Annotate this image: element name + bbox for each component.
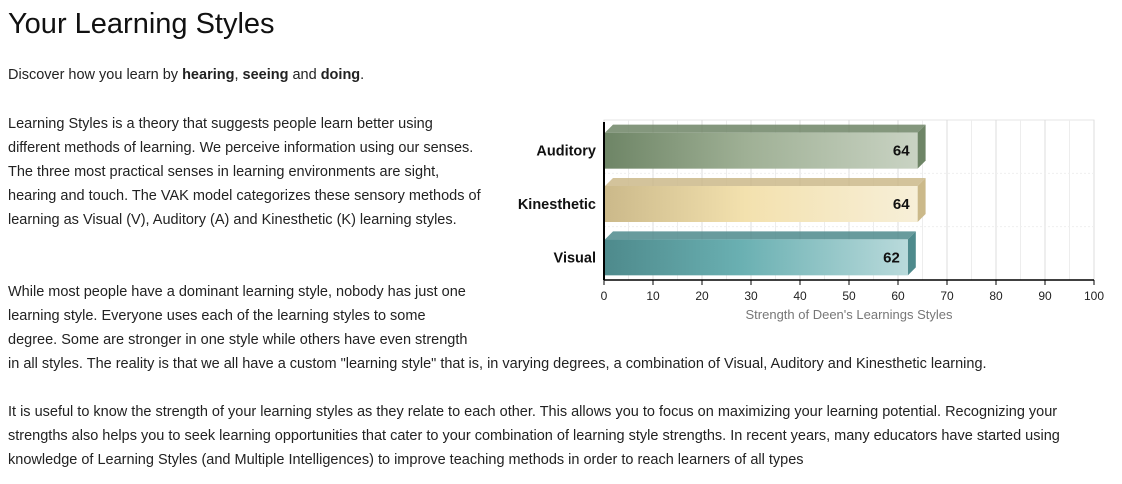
paragraph-line: degree. Some are stronger in one style w… <box>8 332 468 348</box>
x-tick-label: 100 <box>1084 289 1104 303</box>
bar-top-visual <box>605 231 916 240</box>
usefulness-paragraph: It is useful to know the strength of you… <box>8 404 1060 468</box>
bar-kinesthetic <box>605 186 918 222</box>
x-tick-label: 50 <box>842 289 856 303</box>
x-tick-label: 30 <box>744 289 758 303</box>
bar-side-kinesthetic <box>917 178 926 222</box>
category-label-visual: Visual <box>554 250 596 266</box>
learning-styles-chart: 64 Auditory 64 Kinesthetic 62 Visual 0 10 20 30 40… <box>518 119 1104 322</box>
x-tick-label: 10 <box>646 289 660 303</box>
data-label-visual: 62 <box>883 249 900 266</box>
page-title: Your Learning Styles <box>8 8 275 40</box>
paragraph-line: learning style. Everyone uses each of th… <box>8 308 426 324</box>
learning-styles-paragraph: Learning Styles is a theory that suggest… <box>8 116 481 228</box>
intro-suffix: . <box>360 67 365 83</box>
dominant-style-paragraph: While most people have a dominant learni… <box>8 280 987 376</box>
intro-sep1: , <box>234 67 243 83</box>
intro-text: Discover how you learn by hearing, seein… <box>8 64 364 86</box>
paragraph-line: in all styles. The reality is that we al… <box>8 356 987 372</box>
paragraph-line: While most people have a dominant learni… <box>8 284 466 300</box>
bar-side-visual <box>907 231 916 276</box>
x-tick-label: 60 <box>891 289 905 303</box>
intro-hearing: hearing <box>182 67 235 83</box>
bar-auditory <box>605 132 918 169</box>
bar-side-auditory <box>917 124 926 169</box>
bar-top-kinesthetic <box>605 178 926 186</box>
category-label-kinesthetic: Kinesthetic <box>518 197 596 213</box>
x-tick-label: 40 <box>793 289 807 303</box>
bar-top-auditory <box>605 124 926 133</box>
intro-sep2: and <box>288 67 321 83</box>
x-tick-label: 0 <box>601 289 608 303</box>
intro-seeing: seeing <box>242 67 289 83</box>
data-label-kinesthetic: 64 <box>893 196 910 213</box>
x-axis-title: Strength of Deen's Learnings Styles <box>746 307 953 322</box>
intro-doing: doing <box>320 67 361 83</box>
data-label-auditory: 64 <box>893 143 910 160</box>
intro-prefix: Discover how you learn by <box>8 67 183 83</box>
category-label-auditory: Auditory <box>536 144 596 160</box>
x-tick-label: 20 <box>695 289 709 303</box>
x-tick-label: 90 <box>1038 289 1052 303</box>
bar-visual <box>605 239 908 276</box>
x-tick-label: 70 <box>940 289 954 303</box>
x-tick-label: 80 <box>989 289 1003 303</box>
